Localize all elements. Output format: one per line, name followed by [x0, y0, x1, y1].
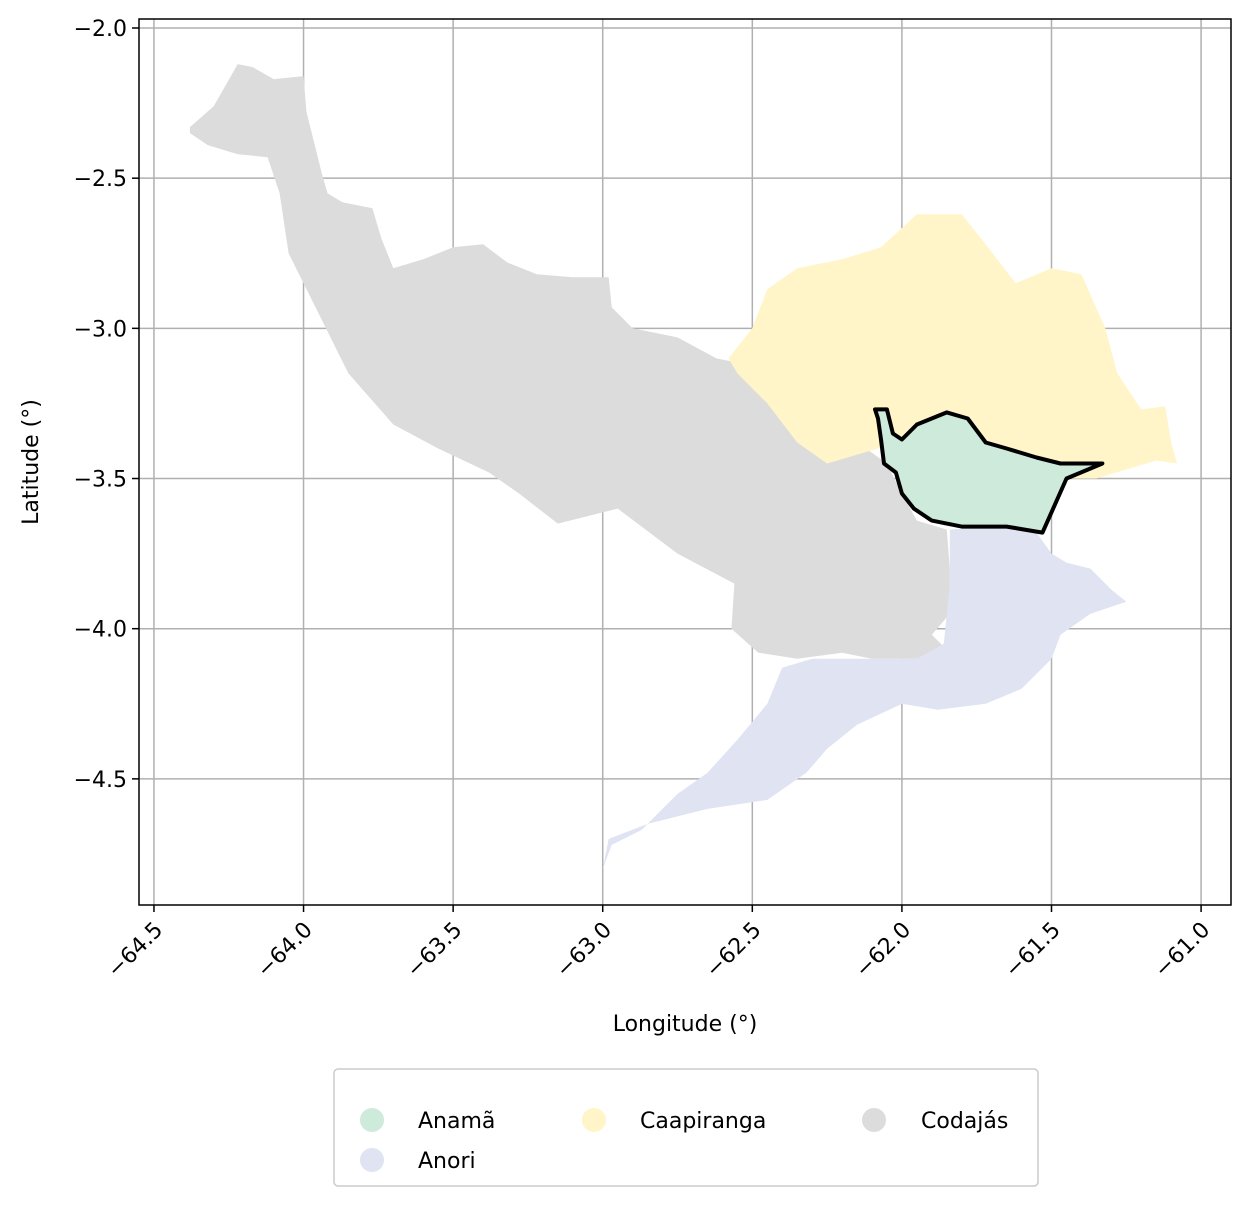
- x-tick-label-1: −64.0: [252, 918, 317, 983]
- x-axis-title: Longitude (°): [613, 1012, 758, 1037]
- y-tick-label-5: −4.5: [74, 768, 127, 793]
- x-axis-ticks: −64.5 −64.0 −63.5 −63.0 −62.5 −62.0 −61.5 −61.0: [103, 905, 1215, 983]
- y-tick-label-3: −3.5: [74, 468, 127, 493]
- x-tick-label-3: −63.0: [552, 918, 617, 983]
- legend-box: [333, 1068, 1039, 1187]
- y-axis-title: Latitude (°): [19, 399, 44, 525]
- legend-label-anori: Anori: [418, 1149, 476, 1174]
- legend-label-caapiranga: Caapiranga: [640, 1109, 766, 1134]
- region-polygons: [189, 64, 1178, 869]
- legend-marker-caapiranga: [582, 1108, 606, 1132]
- x-tick-label-7: −61.0: [1150, 918, 1215, 983]
- y-tick-label-4: −4.0: [74, 618, 127, 643]
- legend-marker-anori: [360, 1148, 384, 1172]
- region-caapiranga: [728, 214, 1178, 479]
- y-axis-ticks: −2.0 −2.5 −3.0 −3.5 −4.0 −4.5: [74, 17, 139, 793]
- x-tick-label-6: −61.5: [1000, 918, 1065, 983]
- region-anama: [875, 409, 1103, 533]
- region-codajas: [189, 64, 950, 659]
- y-tick-label-0: −2.0: [74, 17, 127, 42]
- plot-frame: [138, 18, 1232, 906]
- x-tick-label-2: −63.5: [402, 918, 467, 983]
- region-anori: [602, 526, 1127, 869]
- region-outline-anama: [873, 407, 1105, 535]
- x-tick-label-0: −64.5: [103, 918, 168, 983]
- x-tick-label-5: −62.0: [851, 918, 916, 983]
- legend-label-anama: Anamã: [418, 1109, 495, 1134]
- x-tick-label-4: −62.5: [701, 918, 766, 983]
- legend-label-codajas: Codajás: [921, 1109, 1008, 1134]
- y-tick-label-2: −3.0: [74, 317, 127, 342]
- legend: Anamã Anori Caapiranga Codajás: [333, 1068, 1039, 1187]
- y-tick-label-1: −2.5: [74, 167, 127, 192]
- legend-marker-anama: [360, 1108, 384, 1132]
- highlight-outline: [873, 407, 1105, 535]
- legend-marker-codajas: [862, 1108, 886, 1132]
